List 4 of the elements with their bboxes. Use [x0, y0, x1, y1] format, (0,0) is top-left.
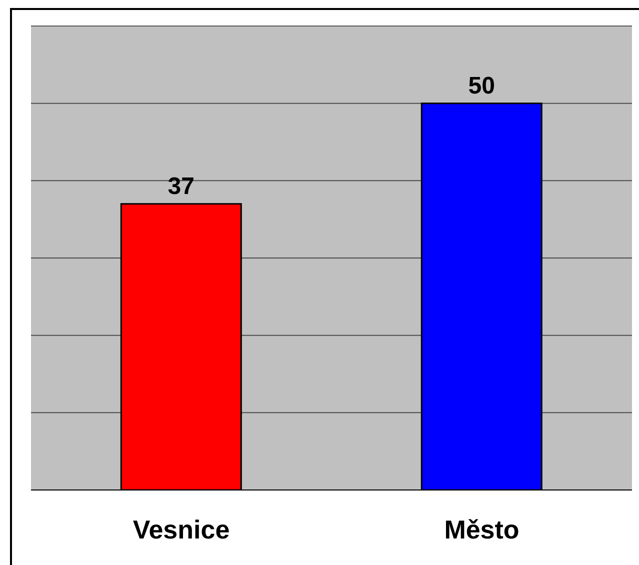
x-tick-label: Vesnice: [132, 514, 230, 544]
x-tick-label: Město: [444, 514, 520, 544]
data-label: 37: [168, 172, 194, 200]
data-label: 50: [468, 72, 495, 100]
